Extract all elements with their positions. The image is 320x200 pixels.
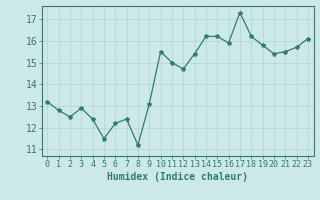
X-axis label: Humidex (Indice chaleur): Humidex (Indice chaleur) (107, 172, 248, 182)
